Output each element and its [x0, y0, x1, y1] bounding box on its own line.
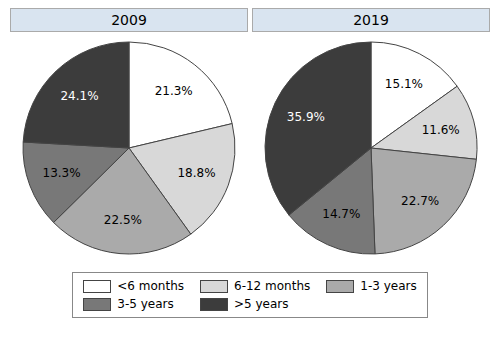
- html-text:6-12 months: 6-12 months: [234, 279, 311, 293]
- html-text:2019: 2019: [353, 12, 389, 28]
- svg-text:22.5%: 22.5%: [104, 213, 142, 227]
- html-text:1-3 years: 1-3 years: [360, 279, 417, 293]
- svg-text:21.3%: 21.3%: [155, 84, 193, 98]
- svg-text:35.9%: 35.9%: [287, 110, 325, 124]
- svg-text:15.1%: 15.1%: [385, 77, 423, 91]
- svg-text:14.7%: 14.7%: [322, 207, 360, 221]
- svg-text:22.7%: 22.7%: [401, 194, 439, 208]
- html-text:2009: 2009: [111, 12, 147, 28]
- html-text:<6 months: <6 months: [117, 279, 184, 293]
- svg-text:24.1%: 24.1%: [60, 89, 98, 103]
- svg-text:11.6%: 11.6%: [422, 123, 460, 137]
- svg-text:13.3%: 13.3%: [43, 166, 81, 180]
- html-text:>5 years: >5 years: [234, 297, 289, 311]
- svg-text:18.8%: 18.8%: [177, 166, 215, 180]
- html-text:3-5 years: 3-5 years: [117, 297, 174, 311]
